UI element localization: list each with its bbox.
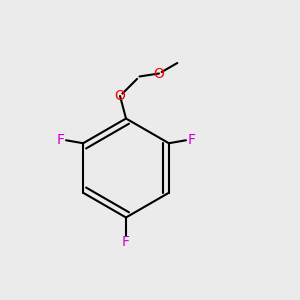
Text: O: O <box>154 67 164 80</box>
Text: F: F <box>57 133 64 147</box>
Text: O: O <box>115 89 125 103</box>
Text: F: F <box>122 235 130 248</box>
Text: F: F <box>188 133 195 147</box>
